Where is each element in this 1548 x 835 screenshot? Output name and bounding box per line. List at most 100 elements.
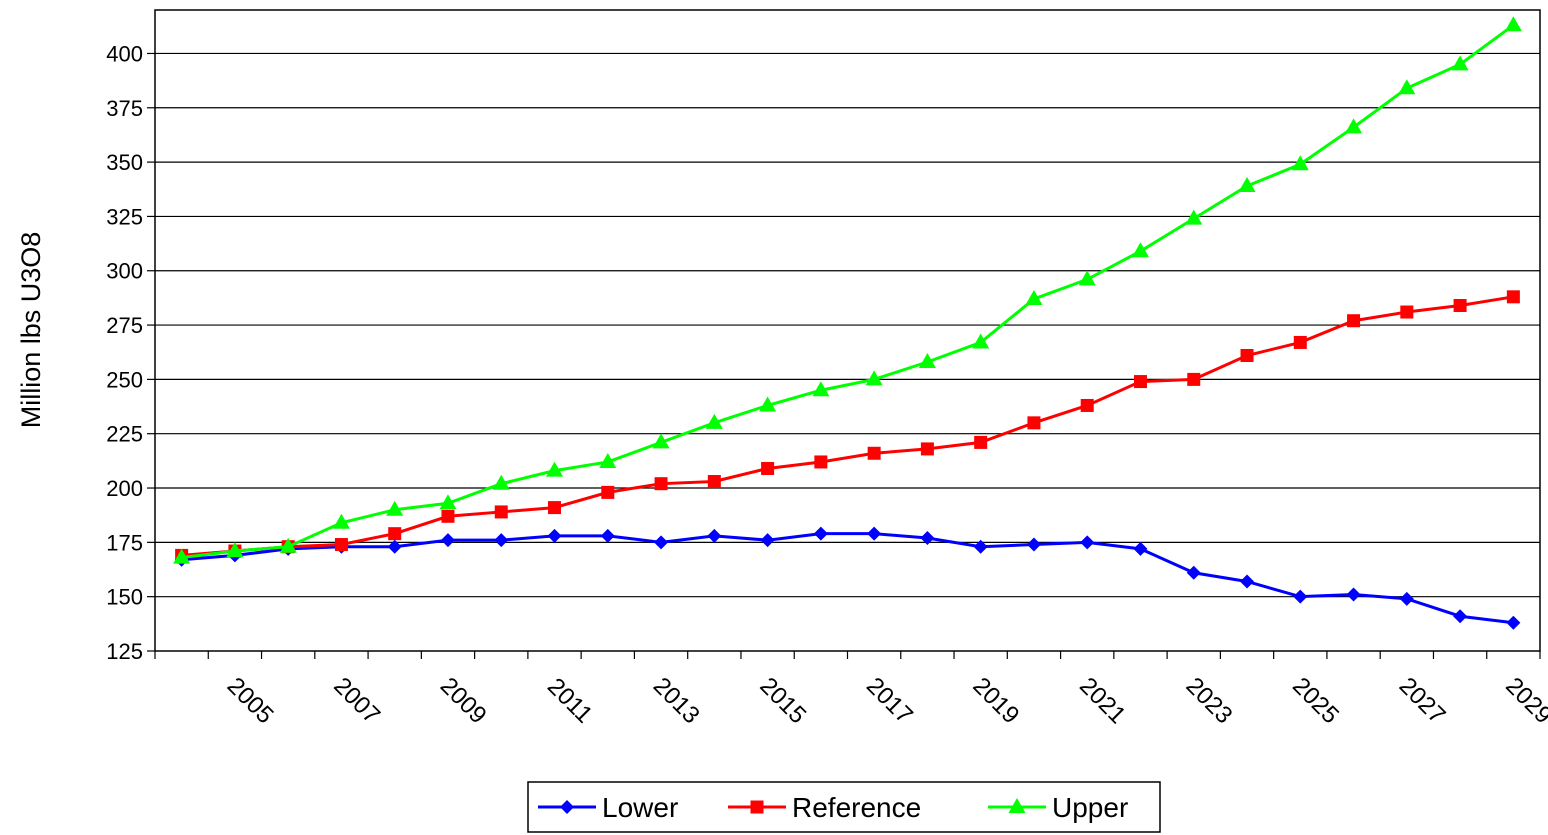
data-point-upper	[865, 370, 883, 386]
series-group	[173, 16, 1522, 630]
series-upper	[173, 16, 1522, 564]
y-tick-label: 300	[106, 259, 143, 284]
y-tick-label: 325	[106, 204, 143, 229]
x-tick-label: 2007	[328, 672, 385, 729]
data-point-lower	[707, 528, 722, 543]
legend-label-upper: Upper	[1052, 792, 1128, 823]
data-point-upper	[599, 452, 617, 468]
data-point-upper	[812, 381, 830, 397]
data-point-lower	[1186, 565, 1201, 580]
data-point-upper	[1238, 177, 1256, 193]
data-point-reference	[1453, 299, 1467, 313]
x-tick-label: 2027	[1394, 672, 1451, 729]
data-point-lower	[1240, 574, 1255, 589]
data-point-upper	[386, 500, 404, 516]
data-point-upper	[652, 433, 670, 449]
series-line-upper	[181, 24, 1515, 560]
y-tick-label: 125	[106, 639, 143, 664]
y-tick-label: 150	[106, 585, 143, 610]
data-point-lower	[600, 528, 615, 543]
data-point-upper	[1185, 209, 1203, 225]
legend: Lower Reference Upper	[527, 781, 1161, 833]
data-point-reference	[1506, 290, 1520, 304]
series-line-lower	[181, 532, 1514, 625]
y-tick-label: 250	[106, 367, 143, 392]
data-point-upper	[918, 353, 936, 369]
data-point-upper	[1345, 118, 1363, 134]
data-point-lower	[1293, 589, 1308, 604]
data-point-upper	[1025, 289, 1043, 305]
data-point-lower	[760, 533, 775, 548]
data-point-upper	[1131, 242, 1149, 258]
data-point-reference	[1347, 314, 1361, 328]
data-point-upper	[705, 413, 723, 429]
data-point-lower	[440, 533, 455, 548]
legend-label-reference: Reference	[792, 792, 921, 823]
data-point-upper	[226, 542, 244, 558]
data-point-reference	[920, 442, 934, 456]
x-tick-label: 2025	[1287, 672, 1344, 729]
data-point-reference	[334, 538, 348, 552]
plot-area	[154, 9, 1541, 652]
y-axis-label: Million lbs U3O8	[16, 232, 46, 429]
legend-item-lower: Lower	[538, 792, 678, 823]
legend-item-upper: Upper	[988, 792, 1128, 823]
y-axis: 125 150 175 200 225 250 275 300 325 350 375 400	[106, 41, 155, 664]
data-point-reference	[867, 446, 881, 460]
data-point-lower	[1506, 615, 1521, 630]
legend-marker-upper	[1008, 798, 1026, 813]
data-point-upper	[279, 537, 297, 553]
data-point-upper	[546, 461, 564, 477]
data-point-upper	[1291, 155, 1309, 171]
legend-box	[527, 781, 1161, 833]
data-point-reference	[388, 527, 402, 541]
x-tick-label: 2021	[1074, 672, 1131, 729]
data-point-upper	[1451, 55, 1469, 71]
data-point-upper	[1504, 16, 1522, 32]
data-point-upper	[332, 513, 350, 529]
data-point-lower	[813, 526, 828, 541]
data-point-reference	[974, 435, 988, 449]
data-point-reference	[1133, 375, 1147, 389]
data-point-reference	[494, 505, 508, 519]
data-point-reference	[1400, 305, 1414, 319]
data-point-reference	[654, 477, 668, 491]
legend-marker-reference	[750, 800, 764, 814]
data-point-reference	[601, 485, 615, 499]
y-tick-label: 350	[106, 150, 143, 175]
x-tick-label: 2015	[754, 672, 811, 729]
y-tick-label: 225	[106, 422, 143, 447]
data-point-reference	[441, 509, 455, 523]
x-tick-label: 2005	[222, 672, 279, 729]
data-point-upper	[492, 474, 510, 490]
data-point-reference	[1293, 335, 1307, 349]
data-point-reference	[548, 501, 562, 515]
data-point-upper	[759, 396, 777, 412]
data-point-upper	[439, 494, 457, 510]
data-point-lower	[1133, 541, 1148, 556]
y-tick-label: 375	[106, 96, 143, 121]
x-tick-label: 2019	[968, 672, 1025, 729]
x-tick-label: 2013	[648, 672, 705, 729]
data-point-upper	[1078, 270, 1096, 286]
data-point-lower	[1346, 587, 1361, 602]
data-point-lower	[973, 539, 988, 554]
x-tick-label: 2017	[861, 672, 918, 729]
y-tick-label: 275	[106, 313, 143, 338]
data-point-reference	[761, 461, 775, 475]
data-point-reference	[1240, 348, 1254, 362]
data-point-lower	[1399, 591, 1414, 606]
y-tick-label: 200	[106, 476, 143, 501]
x-tick-label: 2009	[435, 672, 492, 729]
x-axis: 2005 2007 2009 2011 2013 2015 2017 2019 2021 2023…	[154, 651, 1548, 729]
x-tick-label: 2023	[1181, 672, 1238, 729]
data-point-lower	[1080, 535, 1095, 550]
data-point-reference	[814, 455, 828, 469]
legend-item-reference: Reference	[728, 792, 921, 823]
data-point-upper	[972, 333, 990, 349]
data-point-reference	[1027, 416, 1041, 430]
series-line-reference	[181, 295, 1514, 557]
data-point-reference	[1080, 398, 1094, 412]
data-point-lower	[547, 528, 562, 543]
